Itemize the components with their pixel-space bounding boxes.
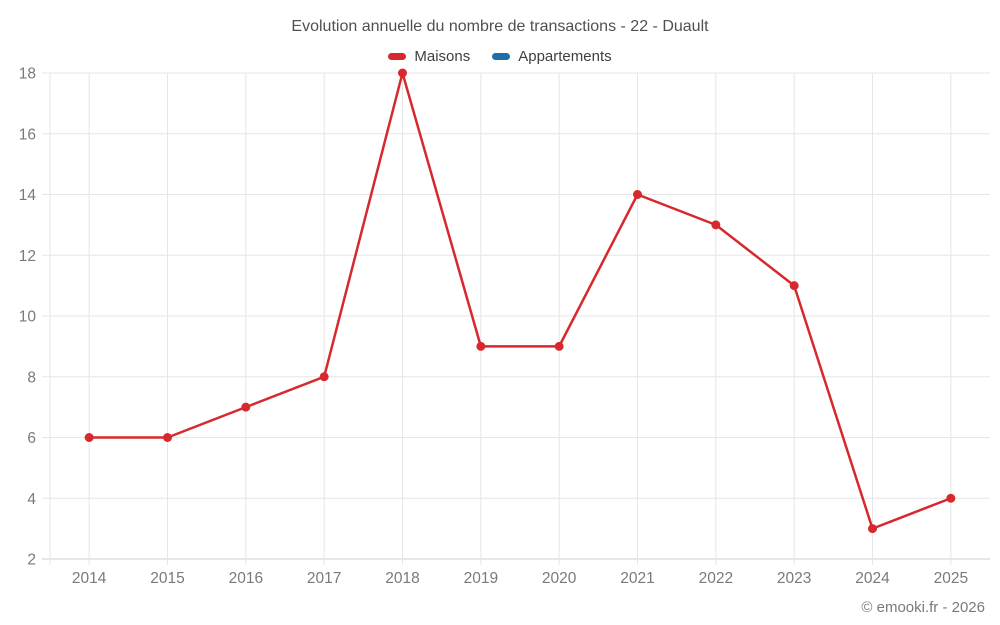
data-point[interactable] [398, 68, 407, 78]
chart-legend: Maisons Appartements [0, 46, 1000, 66]
x-tick-label: 2023 [777, 570, 811, 587]
maisons-series-swatch-icon [388, 52, 407, 60]
x-tick-label: 2014 [72, 570, 107, 587]
data-point[interactable] [711, 220, 721, 230]
legend-item-maisons[interactable]: Maisons [388, 48, 470, 65]
data-point[interactable] [241, 402, 251, 412]
data-point[interactable] [946, 493, 956, 503]
y-tick-label: 8 [27, 369, 36, 386]
data-point[interactable] [633, 190, 642, 199]
data-point[interactable] [84, 433, 94, 442]
copyright: © emooki.fr - 2026 [861, 599, 985, 616]
data-point[interactable] [476, 341, 486, 351]
x-tick-label: 2017 [307, 570, 341, 587]
legend-label-appartements: Appartements [518, 47, 612, 65]
x-tick-label: 2025 [934, 570, 968, 587]
series-line-maisons [87, 71, 953, 530]
chart-title: Evolution annuelle du nombre de transact… [291, 18, 709, 35]
x-tick-label: 2016 [229, 570, 263, 587]
x-tick-label: 2020 [542, 570, 577, 587]
data-point[interactable] [319, 372, 329, 382]
y-tick-label: 6 [27, 430, 36, 447]
y-tick-label: 16 [19, 126, 36, 143]
y-tick-label: 18 [19, 66, 36, 83]
y-tick-label: 12 [19, 248, 36, 265]
x-tick-label: 2022 [699, 570, 733, 587]
data-point[interactable] [789, 281, 799, 291]
y-tick-label: 4 [27, 491, 36, 508]
legend-label-maisons: Maisons [414, 47, 471, 65]
y-tick-label: 10 [19, 309, 37, 326]
x-tick-label: 2021 [620, 570, 654, 587]
y-tick-label: 2 [27, 552, 36, 569]
legend-item-appartements[interactable]: Appartements [492, 47, 612, 65]
appartements-series-swatch-icon [492, 52, 511, 60]
data-point[interactable] [163, 433, 172, 442]
data-point[interactable] [554, 341, 564, 351]
x-tick-label: 2019 [464, 570, 498, 587]
data-point[interactable] [868, 524, 877, 534]
x-tick-label: 2024 [855, 570, 890, 587]
y-tick-label: 14 [19, 187, 37, 204]
x-tick-label: 2015 [150, 570, 184, 587]
x-tick-label: 2018 [385, 570, 419, 587]
